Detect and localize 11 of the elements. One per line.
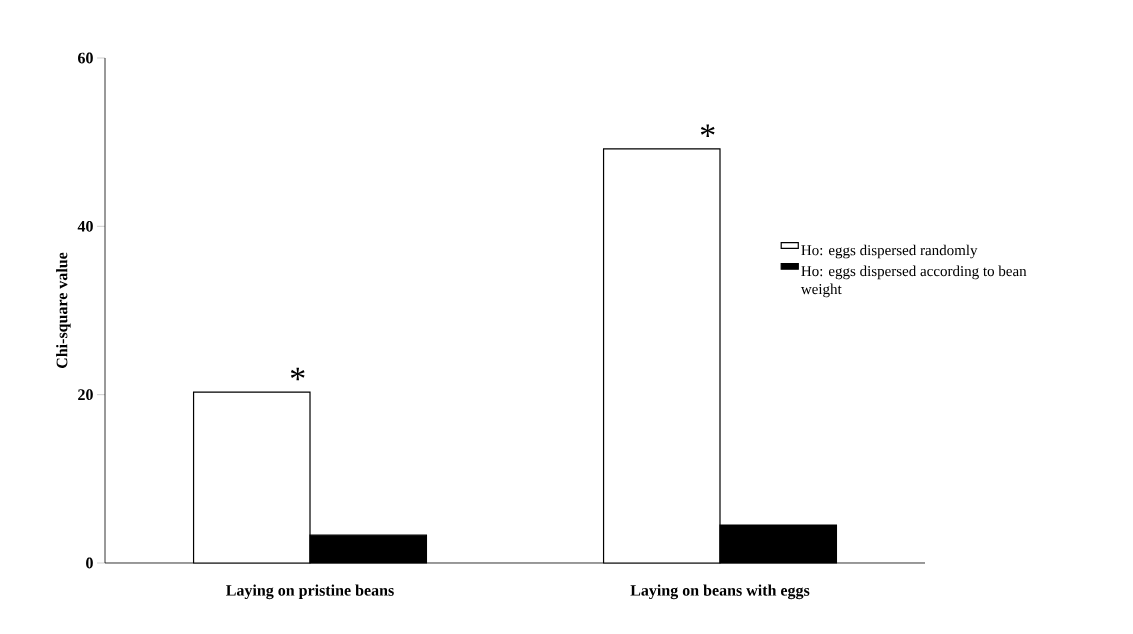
x-tick-label: Laying on pristine beans [226, 584, 394, 600]
legend-label: Ho: eggs dispersed according to bean weight [800, 265, 1027, 298]
legend-label: Ho: eggs dispersed randomly [801, 244, 978, 259]
y-tick-label: 0 [86, 557, 93, 569]
y-axis-title: Chi-square value [56, 252, 71, 369]
y-tick-label: 60 [78, 52, 93, 64]
annotation: * [290, 367, 305, 381]
y-tick-label: 40 [77, 220, 93, 232]
x-tick-label: Laying on beans with eggs [630, 584, 810, 600]
y-tick-label: 20 [78, 389, 93, 401]
annotation: * [700, 124, 715, 137]
